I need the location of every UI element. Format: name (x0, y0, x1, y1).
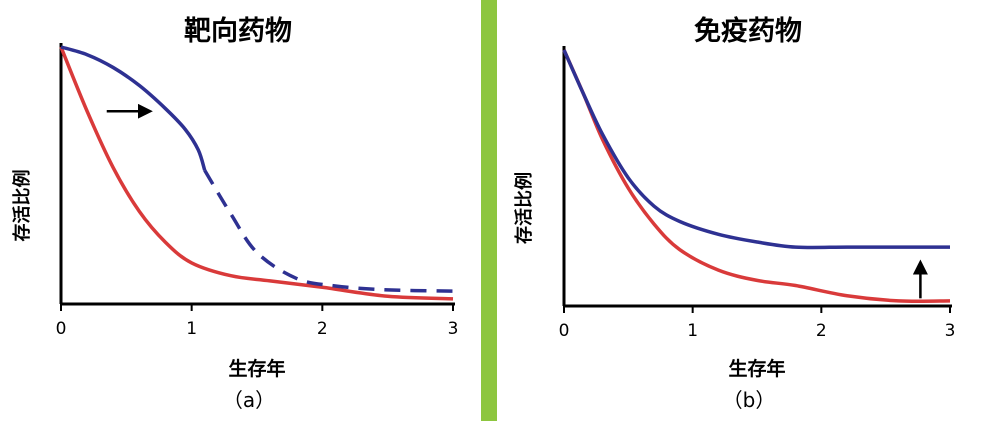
x-tick-label: 2 (317, 319, 328, 339)
panel-divider (481, 0, 497, 421)
x-tick-label: 0 (559, 321, 570, 341)
x-tick-label: 2 (816, 321, 827, 341)
x-axis-label: 生存年 (728, 357, 785, 380)
chart-title: 靶向药物 (184, 15, 292, 47)
panel-caption: （b） (723, 388, 776, 412)
x-tick-label: 1 (186, 319, 197, 339)
y-axis-label: 存活比例 (513, 172, 535, 244)
x-tick-label: 0 (56, 319, 67, 339)
chart-panel-a: 靶向药物 0 1 2 3 生存年 存活比例 （a） (11, 15, 458, 412)
x-tick-label: 3 (945, 321, 956, 341)
panel-caption: （a） (223, 388, 275, 412)
series-line-blue (562, 49, 950, 250)
x-tick-label: 1 (687, 321, 698, 341)
x-tick-label: 3 (448, 319, 459, 339)
series-line-red (562, 49, 951, 304)
chart-title: 免疫药物 (694, 15, 802, 47)
series-line-blue-dashed (203, 169, 454, 293)
series-line-red (59, 46, 454, 301)
series-line-blue (60, 45, 207, 171)
chart-panel-b: 免疫药物 0 1 2 3 生存年 存活比例 （b） (513, 15, 955, 412)
x-axis-label: 生存年 (228, 357, 285, 380)
y-axis-label: 存活比例 (11, 170, 33, 242)
